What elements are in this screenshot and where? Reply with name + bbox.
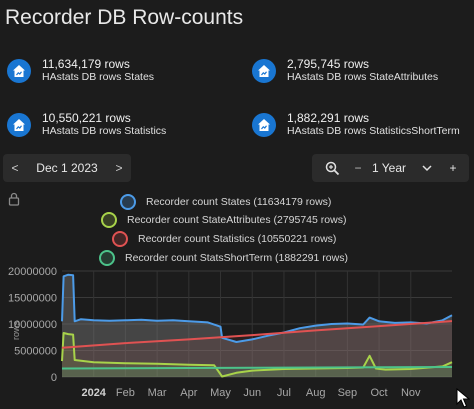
stat-card-statistics[interactable]: 10,550,221 rows HAstats DB rows Statisti…: [7, 111, 166, 138]
legend-swatch: [120, 194, 136, 210]
x-axis: 2024 Feb Mar Apr May Jun Jul Aug Sep Oct Nov: [81, 387, 421, 399]
x-tick-label: 2024: [81, 387, 106, 399]
stat-card-state-attributes[interactable]: 2,795,745 rows HAstats DB rows StateAttr…: [252, 57, 438, 84]
row-count-chart[interactable]: 20000000 15000000 10000000 5000000 0 2024 Feb…: [0, 264, 474, 409]
series-state-attributes-line: [61, 332, 453, 378]
legend-label: Recorder count Statistics (10550221 rows…: [138, 233, 337, 245]
y-axis-label: rows: [11, 320, 21, 340]
legend-swatch: [112, 231, 128, 247]
home-analytics-icon: [7, 58, 31, 83]
page-title: Recorder DB Row-counts: [5, 6, 244, 29]
next-date-button[interactable]: >: [115, 161, 123, 175]
series-stats-short-term-area: [62, 367, 452, 377]
y-axis: 20000000 15000000 10000000 5000000 0: [8, 266, 57, 384]
x-tick-label: May: [210, 387, 231, 399]
x-tick-label: Jun: [243, 387, 261, 399]
date-navigator: < Dec 1 2023 >: [3, 154, 131, 182]
stat-label: HAstats DB rows Statistics: [42, 125, 167, 137]
legend-item-statistics[interactable]: Recorder count Statistics (10550221 rows…: [112, 231, 336, 247]
period-minus-button[interactable]: −: [354, 161, 362, 175]
chevron-down-icon[interactable]: [414, 164, 440, 172]
legend-item-states[interactable]: Recorder count States (11634179 rows): [120, 194, 331, 210]
series-statistics-line: [61, 320, 453, 349]
stat-label: HAstats DB rows States: [42, 71, 155, 83]
home-analytics-icon: [7, 112, 31, 137]
legend-item-stats-short-term[interactable]: Recorder count StatsShortTerm (1882291 r…: [99, 250, 348, 266]
y-tick-label: 10000000: [8, 319, 57, 331]
stat-value: 11,634,179 rows: [42, 57, 130, 71]
home-analytics-icon: [252, 58, 276, 83]
zoom-in-icon[interactable]: [312, 161, 352, 176]
x-tick-label: Feb: [116, 387, 135, 399]
period-plus-button[interactable]: +: [449, 161, 457, 175]
x-tick-label: Apr: [180, 387, 197, 399]
legend-label: Recorder count States (11634179 rows): [146, 196, 332, 208]
chart-grid: [62, 270, 452, 378]
x-tick-label: Mar: [148, 387, 167, 399]
y-tick-label: 15000000: [8, 293, 57, 305]
period-selector: − 1 Year +: [312, 154, 469, 182]
legend-item-state-attributes[interactable]: Recorder count StateAttributes (2795745 …: [101, 212, 346, 228]
legend-label: Recorder count StateAttributes (2795745 …: [127, 214, 347, 226]
home-analytics-icon: [252, 112, 276, 137]
stat-label: HAstats DB rows StateAttributes: [287, 71, 439, 83]
lock-icon[interactable]: [8, 192, 20, 211]
date-display[interactable]: Dec 1 2023: [36, 161, 98, 175]
y-tick-label: 5000000: [14, 346, 57, 358]
legend-swatch: [101, 212, 117, 228]
prev-date-button[interactable]: <: [11, 161, 19, 175]
y-tick-label: 20000000: [8, 266, 57, 278]
series-state-attributes-area: [62, 333, 452, 377]
legend-label: Recorder count StatsShortTerm (1882291 r…: [125, 252, 348, 264]
x-tick-label: Sep: [338, 387, 358, 399]
stat-value: 1,882,291 rows: [287, 111, 370, 125]
series-states-area: [62, 274, 452, 377]
x-tick-label: Aug: [306, 387, 326, 399]
y-tick-label: 0: [51, 372, 57, 384]
x-tick-label: Jul: [277, 387, 291, 399]
chart-lines: [61, 273, 453, 378]
x-tick-label: Oct: [371, 387, 388, 399]
mouse-cursor-icon: [456, 388, 470, 408]
stat-card-statistics-short-term[interactable]: 1,882,291 rows HAstats DB rows Statistic…: [252, 111, 460, 138]
series-stats-short-term-line: [61, 366, 453, 370]
period-value[interactable]: 1 Year: [371, 161, 407, 175]
x-tick-label: Nov: [401, 387, 421, 399]
stat-value: 2,795,745 rows: [287, 57, 370, 71]
stat-label: HAstats DB rows StatisticsShortTerm: [287, 125, 460, 137]
stat-value: 10,550,221 rows: [42, 111, 131, 125]
series-states-line: [61, 273, 453, 343]
stat-card-states[interactable]: 11,634,179 rows HAstats DB rows States: [7, 57, 154, 84]
legend-swatch: [99, 250, 115, 266]
